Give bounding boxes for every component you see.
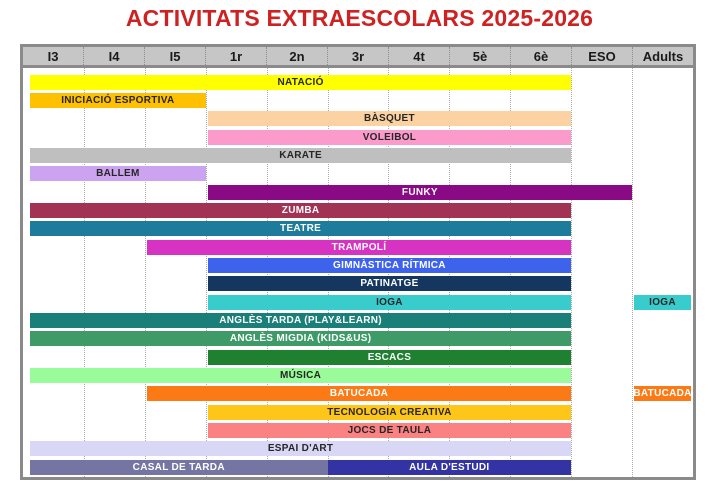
activity-label: BATUCADA — [329, 388, 389, 400]
column-header-5è: 5è — [449, 47, 510, 65]
activity-label: TRAMPOLÍ — [331, 241, 387, 253]
activity-row: ZUMBA — [23, 201, 693, 219]
activity-label: BÀSQUET — [363, 113, 415, 125]
activity-label: KARATE — [279, 149, 322, 161]
column-header-i4: I4 — [83, 47, 144, 65]
activity-bar-funky: FUNKY — [207, 184, 633, 200]
activity-row: PATINATGE — [23, 275, 693, 293]
activity-bar-gimnastica-ritmica: GIMNÀSTICA RÍTMICA — [207, 258, 572, 274]
activity-row: MÚSICA — [23, 367, 693, 385]
activity-bar-natacio: NATACIÓ — [30, 74, 572, 90]
activity-label: IOGA — [649, 296, 676, 308]
column-header-i5: I5 — [144, 47, 205, 65]
activity-bar-angles-migdia-kids-us: ANGLÈS MIGDIA (KIDS&US) — [30, 331, 572, 347]
activity-row: CASAL DE TARDA AULA D'ESTUDI — [23, 458, 693, 476]
activity-label: CASAL DE TARDA — [132, 461, 225, 473]
activity-bar-ballem: BALLEM — [30, 166, 206, 182]
activity-row: JOCS DE TAULA — [23, 422, 693, 440]
activity-row: ANGLÈS MIGDIA (KIDS&US) — [23, 330, 693, 348]
activity-label: INICIACIÓ ESPORTIVA — [61, 94, 175, 106]
activity-row: TEATRE — [23, 220, 693, 238]
table-body: NATACIÓ INICIACIÓ ESPORTIVA BÀSQUET VOLEIBO… — [23, 68, 693, 477]
activity-row: TECNOLOGIA CREATIVA — [23, 403, 693, 421]
activity-bar-voleibol: VOLEIBOL — [207, 129, 572, 145]
column-gridline — [205, 68, 207, 477]
activity-row: BALLEM — [23, 165, 693, 183]
column-header-3r: 3r — [327, 47, 388, 65]
column-header-1r: 1r — [205, 47, 266, 65]
activity-bar-iniciacio-esportiva: INICIACIÓ ESPORTIVA — [30, 92, 206, 108]
column-gridline — [632, 68, 634, 477]
activity-bar-ioga: IOGA — [207, 294, 572, 310]
activity-label: ANGLÈS TARDA (PLAY&LEARN) — [219, 315, 382, 327]
activity-label: FUNKY — [401, 186, 438, 198]
activity-row: TRAMPOLÍ — [23, 238, 693, 256]
activity-row: KARATE — [23, 146, 693, 164]
activity-row: VOLEIBOL — [23, 128, 693, 146]
activity-row: ESCACS — [23, 348, 693, 366]
column-gridline — [144, 68, 146, 477]
activity-label: BATUCADA — [634, 388, 691, 400]
activity-bar-jocs-de-taula: JOCS DE TAULA — [207, 423, 572, 439]
activity-label: BALLEM — [96, 168, 140, 180]
activities-schedule-table: I3 I4 I5 1r 2n 3r 4t 5è 6è ESO Adults NATACIÓ INICI… — [20, 44, 696, 480]
activity-row: ANGLÈS TARDA (PLAY&LEARN) — [23, 311, 693, 329]
activity-bar-ioga: IOGA — [634, 294, 691, 310]
activity-bar-batucada: BATUCADA — [146, 386, 572, 402]
activity-label: NATACIÓ — [277, 76, 324, 88]
activity-label: ESPAI D'ART — [267, 443, 334, 455]
activity-bar-casal-de-tarda: CASAL DE TARDA — [30, 459, 328, 475]
activity-label: PATINATGE — [360, 278, 419, 290]
activity-label: GIMNÀSTICA RÍTMICA — [333, 260, 446, 272]
column-header-2n: 2n — [266, 47, 327, 65]
column-header-adults: Adults — [632, 47, 693, 65]
column-header-i3: I3 — [47, 48, 59, 64]
column-gridline — [83, 68, 85, 477]
table-header-row: I3 I4 I5 1r 2n 3r 4t 5è 6è ESO Adults — [23, 47, 693, 68]
activity-bar-espai-d-art: ESPAI D'ART — [30, 441, 572, 457]
activity-label: MÚSICA — [279, 370, 322, 382]
activity-bar-karate: KARATE — [30, 147, 572, 163]
activity-bar-patinatge: PATINATGE — [207, 276, 572, 292]
activity-label: IOGA — [376, 296, 403, 308]
activity-bar-basquet: BÀSQUET — [207, 111, 572, 127]
activity-bar-musica: MÚSICA — [30, 368, 572, 384]
activity-label: TECNOLOGIA CREATIVA — [327, 406, 452, 418]
activity-row: FUNKY — [23, 183, 693, 201]
activity-bar-batucada: BATUCADA — [634, 386, 691, 402]
column-header-6è: 6è — [510, 47, 571, 65]
activity-row: IOGA IOGA — [23, 293, 693, 311]
activity-bar-escacs: ESCACS — [207, 349, 572, 365]
activity-label: ZUMBA — [281, 205, 320, 216]
activity-label: ESCACS — [367, 351, 412, 363]
activity-bar-tecnologia-creativa: TECNOLOGIA CREATIVA — [207, 404, 572, 420]
activity-bar-trampoli: TRAMPOLÍ — [146, 239, 572, 255]
activity-bar-zumba: ZUMBA — [30, 203, 572, 218]
activity-label: AULA D'ESTUDI — [409, 461, 490, 473]
activity-label: VOLEIBOL — [362, 131, 417, 143]
activity-row: NATACIÓ — [23, 73, 693, 91]
activity-row: BÀSQUET — [23, 110, 693, 128]
activity-row: GIMNÀSTICA RÍTMICA — [23, 256, 693, 274]
activity-row: INICIACIÓ ESPORTIVA — [23, 91, 693, 109]
activity-label: ANGLÈS MIGDIA (KIDS&US) — [229, 333, 372, 345]
activity-bar-aula-d-estudi: AULA D'ESTUDI — [327, 459, 572, 475]
page-title: ACTIVITATS EXTRAESCOLARS 2025-2026 — [125, 5, 594, 31]
activity-bar-angles-tarda-play-learn: ANGLÈS TARDA (PLAY&LEARN) — [30, 313, 572, 329]
activity-row: ESPAI D'ART — [23, 440, 693, 458]
column-header-4t: 4t — [388, 47, 449, 65]
activity-bar-teatre: TEATRE — [30, 221, 572, 237]
activity-label: TEATRE — [280, 223, 322, 235]
activity-row: BATUCADA BATUCADA — [23, 385, 693, 403]
column-gridline — [571, 68, 573, 477]
column-header-eso: ESO — [571, 47, 632, 65]
activity-label: JOCS DE TAULA — [347, 425, 432, 437]
